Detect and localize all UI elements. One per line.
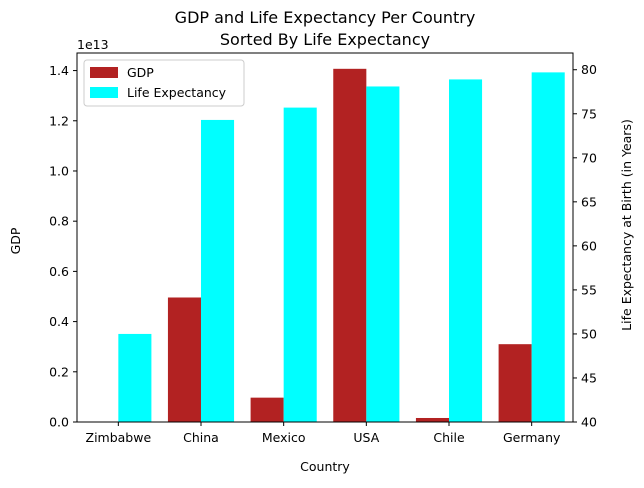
x-tick-label: Mexico	[262, 430, 306, 445]
y-axis-left-label: GDP	[8, 227, 23, 254]
y-left-tick-label: 1.2	[49, 113, 69, 128]
legend-label: GDP	[127, 65, 154, 80]
y-right-tick-label: 60	[581, 238, 597, 253]
y-right-tick-label: 70	[581, 150, 597, 165]
legend-swatch	[90, 87, 118, 98]
y-left-tick-label: 1.4	[49, 63, 69, 78]
chart-title-line2: Sorted By Life Expectancy	[220, 30, 430, 49]
x-tick-label: USA	[353, 430, 379, 445]
y-right-tick-label: 40	[581, 415, 597, 430]
x-tick-label: Chile	[433, 430, 465, 445]
y-right-tick-label: 55	[581, 282, 597, 297]
legend-label: Life Expectancy	[127, 85, 227, 100]
bar-life-expectancy	[118, 334, 151, 422]
bar-gdp	[333, 69, 366, 422]
bar-life-expectancy	[532, 72, 565, 422]
bar-gdp	[251, 398, 284, 422]
bar-gdp	[416, 418, 449, 422]
bar-life-expectancy	[449, 79, 482, 422]
y-right-tick-label: 80	[581, 62, 597, 77]
legend: GDP Life Expectancy	[84, 60, 244, 106]
bar-life-expectancy	[366, 86, 399, 422]
bar-gdp	[499, 344, 532, 422]
x-tick-label: Zimbabwe	[86, 430, 152, 445]
bar-gdp	[168, 297, 201, 422]
bar-life-expectancy	[201, 120, 234, 422]
bar-life-expectancy	[284, 108, 317, 422]
y-left-tick-label: 0.6	[49, 264, 69, 279]
x-axis-label: Country	[300, 459, 350, 474]
y-left-tick-label: 1.0	[49, 163, 69, 178]
y-right-tick-label: 65	[581, 194, 597, 209]
y-left-tick-label: 0.0	[49, 415, 69, 430]
y-right-tick-label: 50	[581, 326, 597, 341]
legend-swatch	[90, 67, 118, 78]
plot-area: Zimbabwe China Mexico USA Chile Germany 0.0 0.2…	[49, 53, 597, 445]
y-axis-right-label: Life Expectancy at Birth (in Years)	[619, 119, 634, 331]
y-right-tick-label: 45	[581, 370, 597, 385]
y-axis-left-offset: 1e13	[77, 37, 109, 52]
x-tick-label: China	[183, 430, 219, 445]
y-left-tick-label: 0.4	[49, 314, 69, 329]
y-left-tick-label: 0.8	[49, 214, 69, 229]
x-tick-label: Germany	[503, 430, 561, 445]
chart-title-line1: GDP and Life Expectancy Per Country	[175, 8, 476, 27]
y-left-tick-label: 0.2	[49, 364, 69, 379]
y-right-tick-label: 75	[581, 106, 597, 121]
